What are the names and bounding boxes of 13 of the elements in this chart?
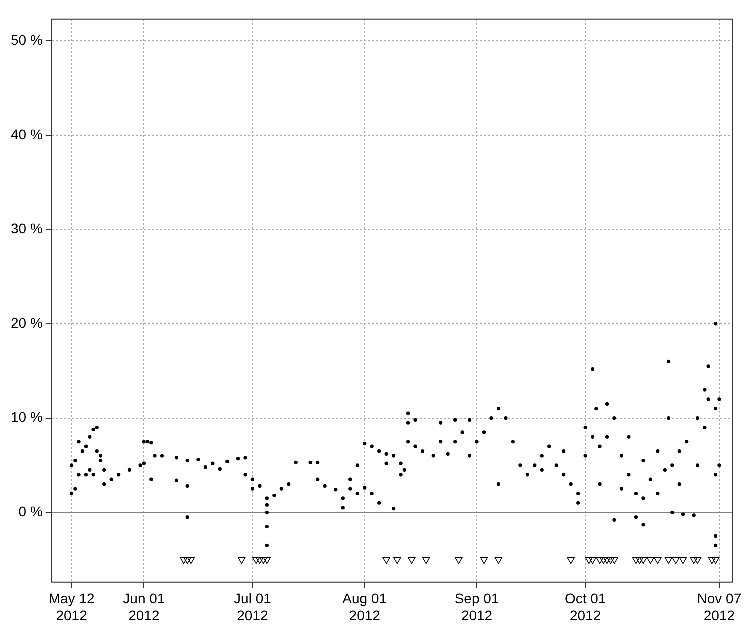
y-tick-label: 0 % bbox=[18, 503, 43, 520]
x-tick-label: Nov 07 2012 bbox=[697, 590, 742, 624]
y-tick-label: 10 % bbox=[10, 409, 43, 426]
x-tick-label: Oct 01 2012 bbox=[564, 590, 606, 624]
y-tick-label: 40 % bbox=[10, 126, 43, 142]
y-tick-label: 20 % bbox=[10, 314, 43, 331]
x-tick-label: Jun 01 2012 bbox=[123, 590, 166, 624]
y-tick-label: 30 % bbox=[10, 220, 43, 237]
x-tick-label: May 12 2012 bbox=[48, 590, 95, 624]
x-tick-label: Sep 01 2012 bbox=[454, 590, 500, 624]
x-tick-label: Aug 01 2012 bbox=[342, 590, 388, 624]
y-tick-label: 50 % bbox=[10, 32, 43, 48]
x-tick-label: Jul 01 2012 bbox=[234, 590, 272, 624]
